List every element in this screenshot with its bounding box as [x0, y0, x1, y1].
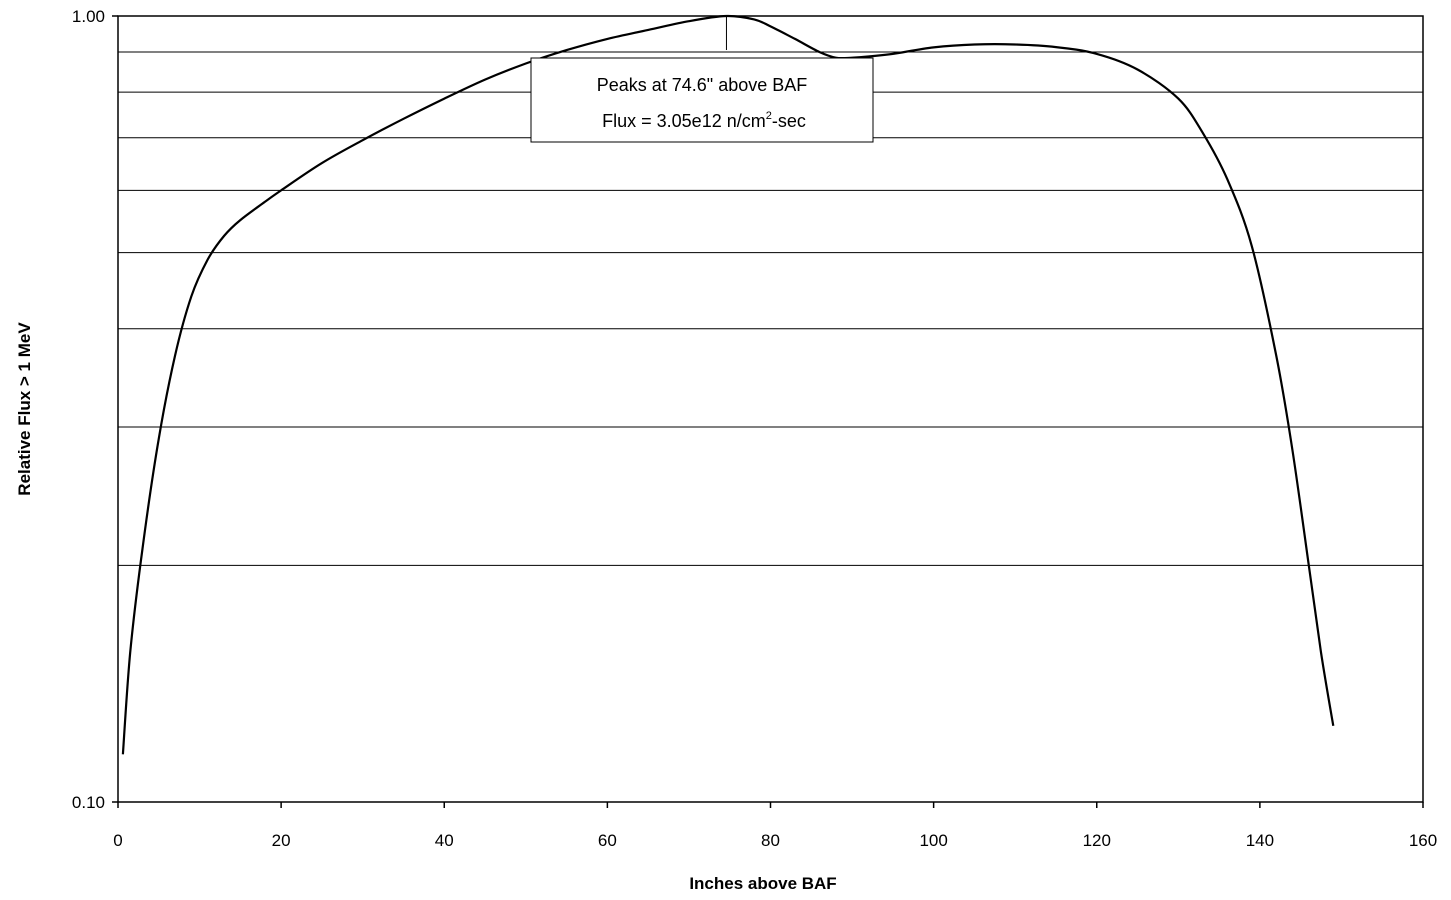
series-line — [121, 14, 1335, 755]
x-tick-label: 60 — [598, 831, 617, 850]
annotation-line-2-sup: 2 — [766, 110, 772, 122]
x-axis-title: Inches above BAF — [689, 874, 836, 893]
annotation-line-1: Peaks at 74.6" above BAF — [597, 75, 808, 95]
annotation-line-2-main: Flux = 3.05e12 n/cm — [602, 111, 766, 131]
x-tick-label: 80 — [761, 831, 780, 850]
x-tick-label: 160 — [1409, 831, 1437, 850]
x-tick-label: 40 — [435, 831, 454, 850]
y-axis-title: Relative Flux > 1 MeV — [15, 322, 34, 496]
x-tick-label: 120 — [1083, 831, 1111, 850]
annotation-line-2: Flux = 3.05e12 n/cm2-sec — [602, 110, 806, 131]
y-tick-label: 0.10 — [72, 793, 105, 812]
x-tick-label: 100 — [919, 831, 947, 850]
annotation-line-2-unit: -sec — [772, 111, 806, 131]
x-axis-ticks: 0 20 40 60 80 100 120 140 160 — [113, 802, 1437, 850]
y-axis-ticks: 1.00 0.10 — [72, 7, 118, 812]
x-tick-label: 0 — [113, 831, 122, 850]
x-tick-label: 20 — [272, 831, 291, 850]
y-tick-label: 1.00 — [72, 7, 105, 26]
x-tick-label: 140 — [1246, 831, 1274, 850]
annotation-frame — [530, 57, 874, 143]
annotation-box: Peaks at 74.6" above BAF Flux = 3.05e12 … — [530, 57, 874, 143]
